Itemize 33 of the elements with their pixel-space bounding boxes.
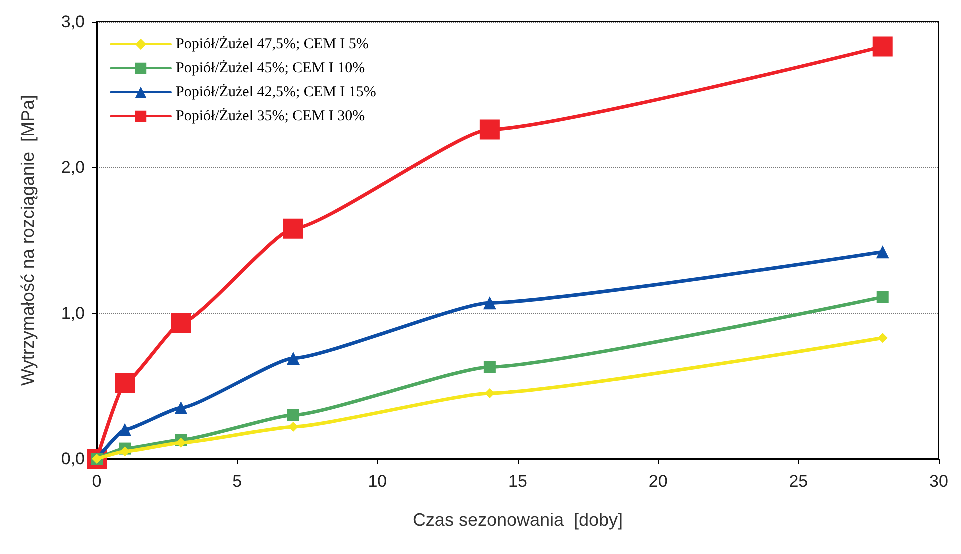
point xyxy=(872,36,893,57)
point xyxy=(120,446,130,457)
x-axis-title: Czas sezonowania [doby] xyxy=(412,510,624,530)
point xyxy=(480,120,500,140)
legend-label: Popiół/Żużel 42,5%; CEM I 15% xyxy=(176,84,376,100)
x-tick-label: 10 xyxy=(368,472,388,491)
point xyxy=(115,373,136,394)
point xyxy=(483,296,496,310)
x-tick-label: 25 xyxy=(789,472,808,491)
y-tick-label: 3,0 xyxy=(61,12,85,32)
legend-label: Popiół/Żużel 35%; CEM I 30% xyxy=(176,108,366,124)
point xyxy=(876,246,890,259)
point xyxy=(484,361,496,374)
point xyxy=(283,218,304,239)
x-tick-label: 0 xyxy=(92,472,102,491)
x-tick-label: 20 xyxy=(648,472,668,491)
point xyxy=(876,291,889,304)
point xyxy=(878,333,888,344)
y-tick-label: 0,0 xyxy=(61,450,85,468)
legend-label: Popiół/Żużel 47,5%; CEM I 5% xyxy=(176,36,369,52)
point xyxy=(176,438,186,448)
point xyxy=(118,423,132,436)
y-tick-label: 1,0 xyxy=(61,304,85,323)
x-tick-label: 15 xyxy=(508,472,528,491)
point xyxy=(286,352,300,365)
point xyxy=(287,409,300,422)
x-tick-label: 5 xyxy=(232,472,242,491)
point xyxy=(174,402,188,415)
legend-label: Popiół/Żużel 45%; CEM I 10% xyxy=(176,60,366,76)
y-axis-title: Wytrzymałość na rozciąganie [MPa] xyxy=(18,95,38,386)
point xyxy=(171,314,192,334)
y-tick-label: 2,0 xyxy=(61,158,85,178)
x-tick-label: 30 xyxy=(930,472,948,491)
